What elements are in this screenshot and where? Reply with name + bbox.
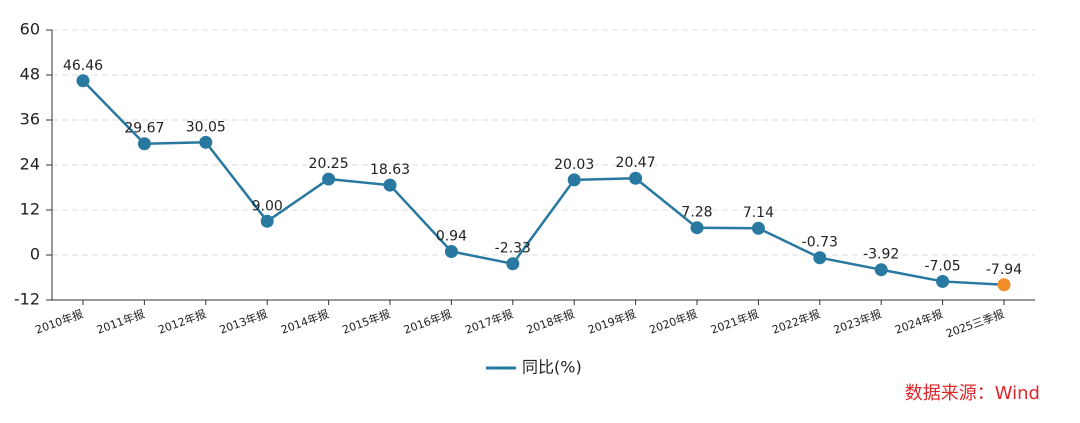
point (874, 263, 888, 277)
point (137, 137, 151, 151)
point (260, 214, 274, 228)
point (629, 171, 643, 185)
x-tick-label: 2015年报 (340, 306, 392, 336)
x-tick-label: 2022年报 (770, 306, 822, 336)
data-label: 9.00 (252, 198, 283, 214)
data-label: -7.05 (924, 258, 960, 274)
data-label: -2.33 (495, 241, 531, 257)
point (997, 278, 1011, 292)
y-tick-label: 0 (30, 245, 40, 264)
data-label: 29.67 (124, 121, 164, 137)
x-tick-label: 2011年报 (95, 306, 147, 336)
data-label: 20.03 (554, 157, 594, 173)
data-label: 46.46 (63, 58, 103, 74)
point (813, 251, 827, 265)
point (444, 244, 458, 258)
data-label: 0.94 (436, 228, 467, 244)
data-label: 20.25 (309, 156, 349, 172)
x-tick-label: 2012年报 (156, 306, 208, 336)
x-tick-label: 2023年报 (831, 306, 883, 336)
point (322, 172, 336, 186)
data-label: 7.28 (681, 205, 712, 221)
x-tick-label: 2020年报 (647, 306, 699, 336)
data-label: -0.73 (802, 235, 838, 251)
point (76, 74, 90, 88)
point (506, 257, 520, 271)
x-tick-label: 2021年报 (709, 306, 761, 336)
data-label: -3.92 (863, 247, 899, 263)
y-tick-label: -12 (14, 290, 40, 309)
point (199, 135, 213, 149)
point (751, 221, 765, 235)
source: 数据来源：Wind (905, 383, 1040, 404)
y-tick-label: 48 (20, 65, 40, 84)
x-tick-label: 2019年报 (586, 306, 638, 336)
x-tick-label: 2025三季报 (944, 306, 1006, 340)
y-tick-label: 36 (20, 110, 40, 129)
point (936, 274, 950, 288)
y-tick-label: 60 (20, 20, 40, 39)
x-tick-label: 2016年报 (402, 306, 454, 336)
point (383, 178, 397, 192)
legend-label: 同比(%) (522, 358, 582, 377)
x-tick-label: 2024年报 (893, 306, 945, 336)
point (567, 173, 581, 187)
x-tick-label: 2014年报 (279, 306, 331, 336)
data-label: 7.14 (743, 205, 774, 221)
data-label: -7.94 (986, 262, 1022, 278)
y-tick-label: 12 (20, 200, 40, 219)
line (82, 79, 1005, 287)
point (690, 221, 704, 235)
data-label: 30.05 (186, 119, 226, 135)
data-label: 20.47 (616, 155, 656, 171)
x-tick-label: 2013年报 (217, 306, 269, 336)
x-tick-label: 2018年报 (524, 306, 576, 336)
x-tick-label: 2010年报 (33, 306, 85, 336)
data-label: 18.63 (370, 162, 410, 178)
x-tick-label: 2017年报 (463, 306, 515, 336)
y-tick-label: 24 (20, 155, 40, 174)
